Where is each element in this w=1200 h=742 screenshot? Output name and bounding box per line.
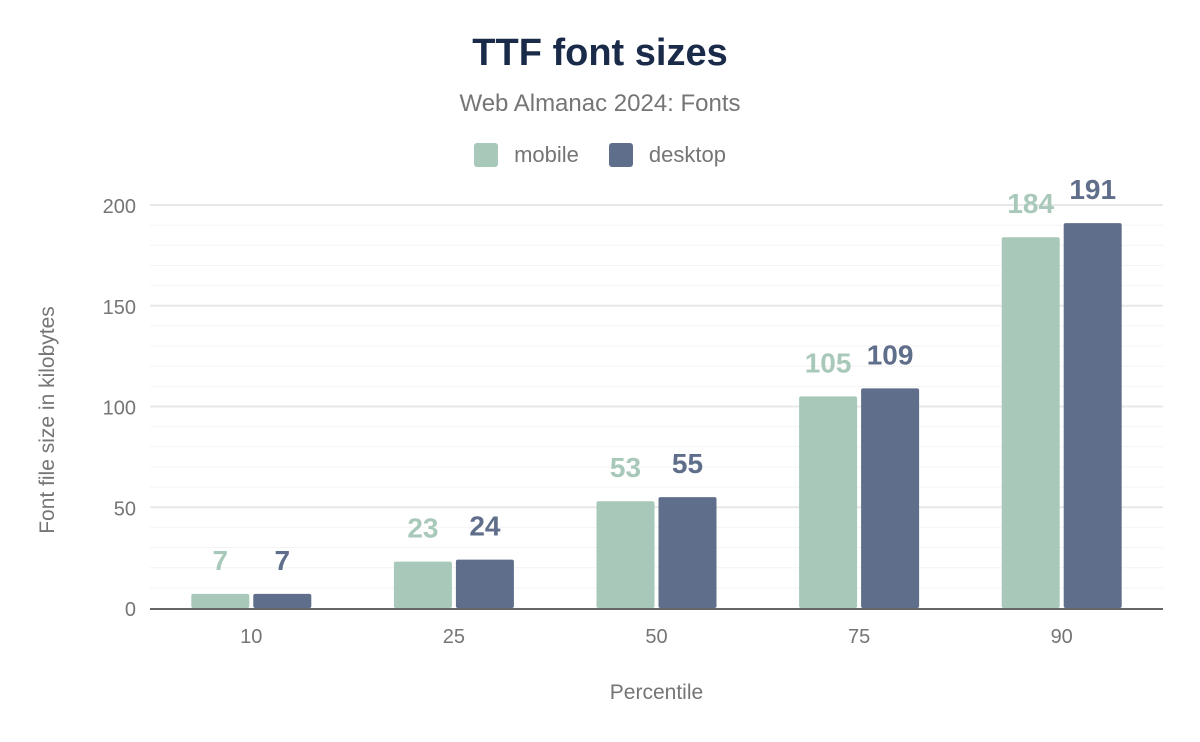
y-tick-label: 200 <box>103 196 136 218</box>
x-tick-label: 90 <box>1051 626 1073 648</box>
legend: mobile desktop <box>0 142 1200 168</box>
x-tick-label: 50 <box>645 626 667 648</box>
data-label-desktop: 55 <box>672 448 703 479</box>
data-label-mobile: 184 <box>1007 188 1054 219</box>
bar-mobile <box>191 593 250 608</box>
y-tick-label: 100 <box>103 398 136 420</box>
data-label-mobile: 7 <box>213 545 229 576</box>
legend-label-mobile: mobile <box>514 142 579 167</box>
bar-desktop <box>1063 223 1122 608</box>
bar-mobile <box>1001 237 1060 609</box>
x-tick-label: 10 <box>240 626 262 648</box>
data-label-mobile: 105 <box>805 347 852 378</box>
data-label-mobile: 23 <box>407 513 438 544</box>
bar-desktop <box>658 497 717 608</box>
chart-subtitle: Web Almanac 2024: Fonts <box>459 90 741 117</box>
legend-swatch-desktop <box>608 143 633 167</box>
data-label-desktop: 191 <box>1069 174 1116 205</box>
chart-title: TTF font sizes <box>472 32 728 74</box>
y-tick-label: 0 <box>125 599 136 621</box>
bar-desktop <box>455 559 514 608</box>
legend-item-mobile[interactable]: mobile <box>474 142 579 168</box>
data-label-mobile: 53 <box>610 452 641 483</box>
y-axis-title: Font file size in kilobytes <box>36 306 59 534</box>
x-axis-title: Percentile <box>610 681 703 704</box>
data-label-desktop: 109 <box>867 339 914 370</box>
y-tick-label: 50 <box>114 498 136 520</box>
bar-mobile <box>596 501 655 608</box>
x-tick-label: 25 <box>443 626 465 648</box>
bar-mobile <box>393 561 452 608</box>
y-tick-label: 150 <box>103 297 136 319</box>
data-label-desktop: 7 <box>275 545 291 576</box>
bar-desktop <box>861 388 920 608</box>
legend-item-desktop[interactable]: desktop <box>608 142 726 168</box>
bar-desktop <box>253 593 312 608</box>
data-label-desktop: 24 <box>469 511 501 542</box>
x-tick-label: 75 <box>848 626 870 648</box>
bar-mobile <box>799 396 858 608</box>
legend-swatch-mobile <box>474 143 499 167</box>
legend-label-desktop: desktop <box>648 142 726 167</box>
